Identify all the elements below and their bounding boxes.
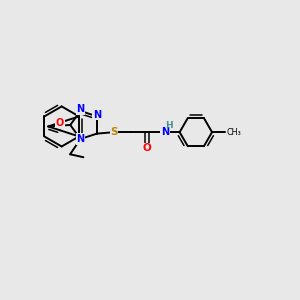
- Text: O: O: [56, 118, 64, 128]
- Text: O: O: [143, 143, 152, 153]
- Text: N: N: [93, 110, 101, 120]
- Text: H: H: [165, 121, 172, 130]
- Text: N: N: [161, 127, 169, 137]
- Text: N: N: [76, 134, 85, 144]
- Text: CH₃: CH₃: [226, 128, 241, 137]
- Text: N: N: [76, 104, 85, 115]
- Text: S: S: [110, 127, 118, 137]
